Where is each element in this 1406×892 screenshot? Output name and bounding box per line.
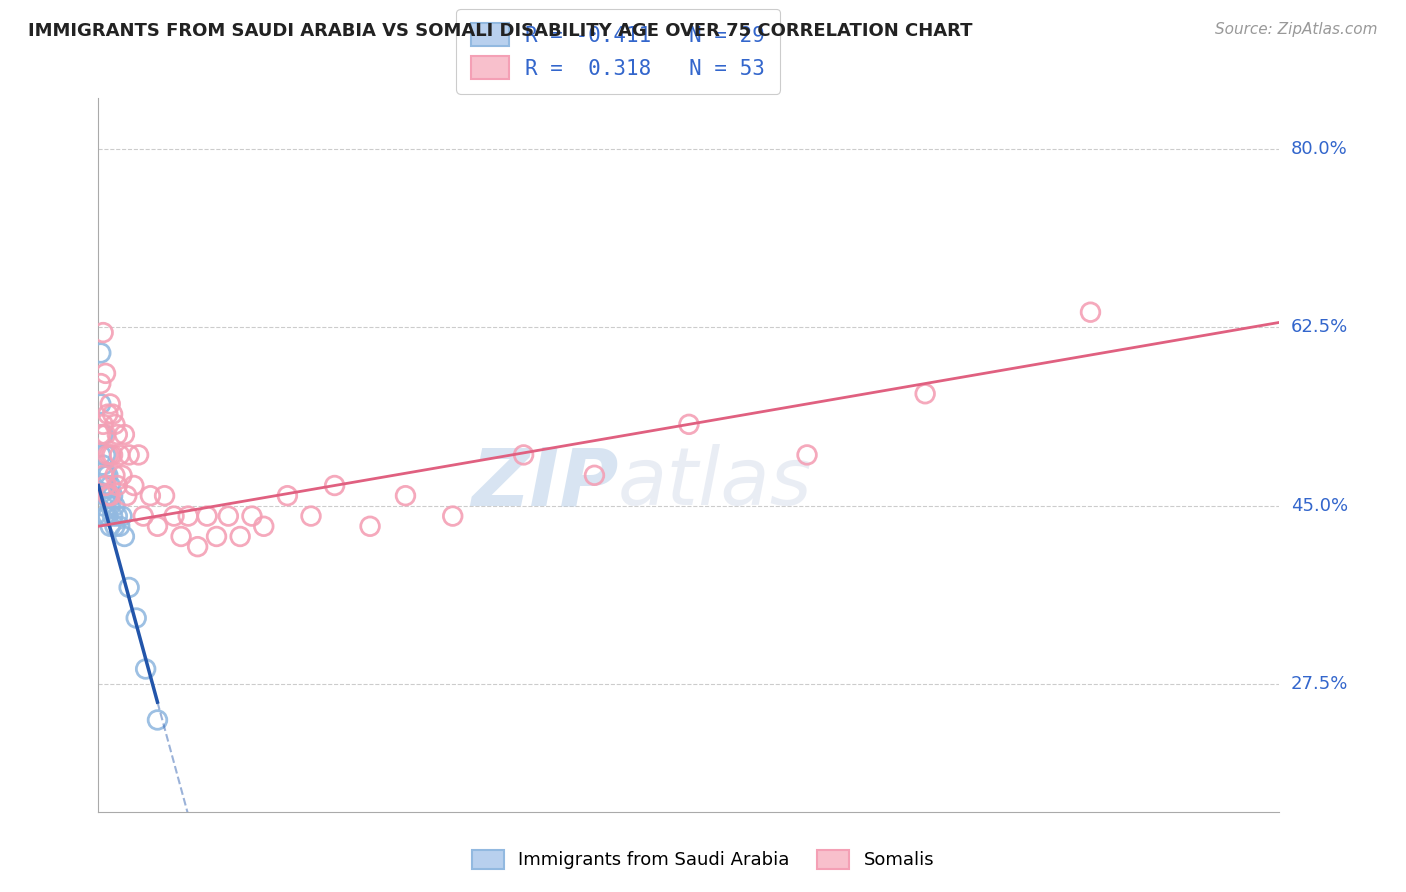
Point — [91, 417, 114, 432]
Point — [253, 519, 276, 533]
Point — [94, 509, 117, 524]
Point — [98, 397, 121, 411]
Text: IMMIGRANTS FROM SAUDI ARABIA VS SOMALI DISABILITY AGE OVER 75 CORRELATION CHART: IMMIGRANTS FROM SAUDI ARABIA VS SOMALI D… — [28, 22, 973, 40]
Text: atlas: atlas — [619, 444, 813, 523]
Point — [98, 489, 121, 503]
Point — [97, 489, 120, 503]
Point — [796, 448, 818, 462]
Point — [97, 468, 120, 483]
Point — [240, 509, 263, 524]
Point — [276, 489, 298, 503]
Point — [91, 468, 114, 483]
Point — [101, 489, 124, 503]
Point — [91, 427, 114, 442]
Text: ZIP: ZIP — [471, 444, 619, 523]
Text: 27.5%: 27.5% — [1291, 675, 1348, 693]
Point — [94, 448, 117, 462]
Text: 45.0%: 45.0% — [1291, 497, 1348, 515]
Point — [108, 448, 131, 462]
Point — [94, 489, 117, 503]
Point — [91, 478, 114, 492]
Point — [91, 499, 114, 513]
Point — [104, 519, 127, 533]
Point — [153, 489, 176, 503]
Point — [111, 509, 134, 524]
Point — [112, 427, 135, 442]
Point — [97, 448, 120, 462]
Point — [359, 519, 381, 533]
Point — [94, 478, 117, 492]
Text: 80.0%: 80.0% — [1291, 140, 1347, 158]
Point — [104, 417, 127, 432]
Point — [678, 417, 700, 432]
Point — [101, 407, 124, 421]
Point — [98, 448, 121, 462]
Point — [94, 427, 117, 442]
Point — [1080, 305, 1102, 319]
Point — [132, 509, 155, 524]
Point — [394, 489, 416, 503]
Point — [104, 499, 127, 513]
Point — [170, 529, 193, 543]
Point — [101, 509, 124, 524]
Point — [128, 448, 150, 462]
Legend: R = -0.411   N = 29, R =  0.318   N = 53: R = -0.411 N = 29, R = 0.318 N = 53 — [457, 9, 780, 94]
Point — [105, 478, 128, 492]
Point — [91, 458, 114, 472]
Point — [91, 326, 114, 340]
Point — [97, 407, 120, 421]
Point — [101, 448, 124, 462]
Point — [195, 509, 218, 524]
Legend: Immigrants from Saudi Arabia, Somalis: Immigrants from Saudi Arabia, Somalis — [463, 840, 943, 879]
Point — [115, 489, 138, 503]
Point — [118, 448, 141, 462]
Point — [125, 611, 148, 625]
Point — [217, 509, 239, 524]
Point — [97, 489, 120, 503]
Point — [104, 468, 127, 483]
Point — [112, 529, 135, 543]
Point — [146, 519, 169, 533]
Point — [512, 448, 534, 462]
Point — [105, 509, 128, 524]
Point — [118, 581, 141, 595]
Text: Source: ZipAtlas.com: Source: ZipAtlas.com — [1215, 22, 1378, 37]
Point — [94, 367, 117, 381]
Point — [135, 662, 157, 676]
Point — [163, 509, 186, 524]
Point — [177, 509, 200, 524]
Point — [97, 509, 120, 524]
Point — [122, 478, 145, 492]
Point — [111, 468, 134, 483]
Point — [94, 468, 117, 483]
Point — [90, 376, 112, 391]
Point — [914, 386, 936, 401]
Point — [108, 519, 131, 533]
Point — [90, 427, 112, 442]
Point — [299, 509, 322, 524]
Point — [98, 478, 121, 492]
Point — [583, 468, 606, 483]
Point — [90, 448, 112, 462]
Point — [323, 478, 346, 492]
Point — [139, 489, 162, 503]
Point — [441, 509, 464, 524]
Point — [105, 427, 128, 442]
Point — [205, 529, 228, 543]
Point — [90, 397, 112, 411]
Text: 62.5%: 62.5% — [1291, 318, 1348, 336]
Point — [90, 346, 112, 360]
Point — [98, 499, 121, 513]
Point — [229, 529, 252, 543]
Point — [187, 540, 209, 554]
Point — [98, 519, 121, 533]
Point — [146, 713, 169, 727]
